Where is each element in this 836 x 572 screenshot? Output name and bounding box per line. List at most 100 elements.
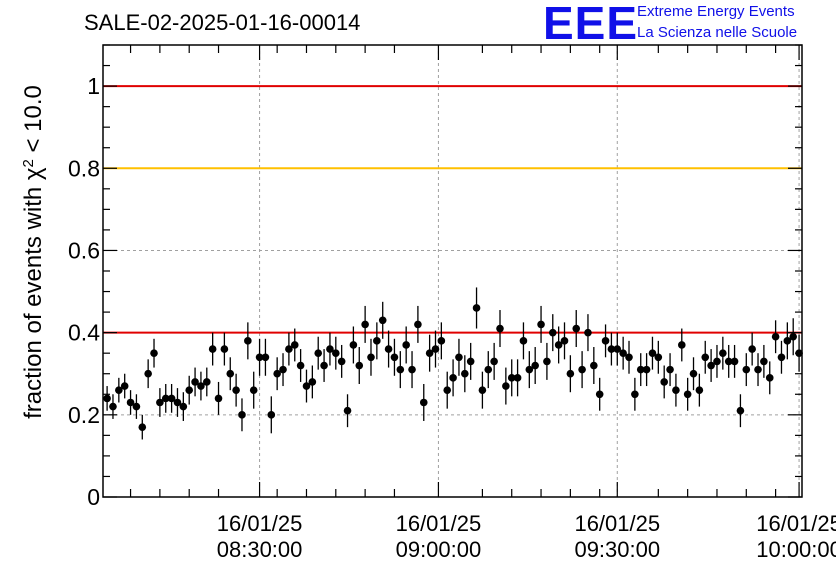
data-point [396, 365, 405, 374]
y-tick-label: 0 [87, 484, 100, 510]
data-point [419, 398, 428, 407]
data-point [760, 357, 768, 366]
data-point [378, 316, 387, 325]
data-point [302, 382, 311, 390]
data-point [120, 382, 129, 390]
data-point [103, 394, 111, 403]
data-point [373, 337, 381, 345]
x-tick-time-label: 08:30:00 [217, 537, 303, 562]
logo-line-2: La Scienza nelle Scuole [637, 24, 798, 41]
data-point [677, 341, 686, 349]
data-point [625, 353, 633, 362]
data-point [783, 337, 792, 345]
data-point [478, 386, 487, 394]
data-point [590, 361, 598, 370]
data-point [249, 386, 258, 394]
data-point [226, 369, 235, 378]
y-axis-label: fraction of events with χ2 < 10.0 [20, 85, 48, 419]
data-point [179, 402, 188, 411]
data-point [220, 345, 229, 353]
data-point [355, 361, 364, 370]
data-point [367, 353, 375, 362]
data-point [414, 320, 422, 329]
data-point [554, 341, 563, 349]
data-point [566, 369, 575, 378]
x-tick-date-label: 16/01/25 [574, 511, 660, 536]
data-point [349, 341, 358, 349]
logo-line-1: Extreme Energy Events [637, 3, 795, 20]
data-point [660, 378, 668, 386]
data-point [290, 341, 299, 349]
data-point [197, 382, 205, 390]
data-point [202, 378, 211, 386]
data-point [185, 386, 194, 394]
data-point [267, 411, 276, 419]
data-point [537, 320, 545, 329]
data-point [619, 349, 627, 357]
data-point [343, 406, 352, 415]
data-point [455, 353, 463, 362]
data-point [461, 369, 469, 378]
data-point [701, 353, 710, 362]
data-point [789, 332, 798, 341]
data-points [103, 287, 803, 440]
data-point [384, 345, 393, 353]
data-point [425, 349, 434, 357]
data-point [173, 398, 182, 407]
data-point [214, 394, 223, 403]
data-point [719, 349, 727, 357]
x-tick-date-label: 16/01/25 [396, 511, 482, 536]
data-point [484, 365, 493, 374]
data-point [437, 337, 446, 345]
data-point [244, 337, 252, 345]
data-point [666, 365, 674, 374]
data-point [572, 324, 581, 333]
data-point [765, 374, 774, 382]
data-point [578, 365, 586, 374]
data-point [560, 337, 569, 345]
data-point [584, 328, 592, 337]
data-point [490, 357, 498, 366]
data-point [255, 353, 264, 362]
grid-lines [103, 45, 802, 497]
x-tick-time-label: 10:00:00 [756, 537, 836, 562]
x-tick-date-label: 16/01/25 [217, 511, 303, 536]
data-point [777, 353, 786, 362]
data-point [332, 349, 340, 357]
data-point [730, 357, 739, 366]
data-point [648, 349, 657, 357]
data-point [683, 390, 692, 399]
data-point [208, 345, 217, 353]
eee-logo-letters: EEE [543, 0, 639, 49]
data-point [601, 337, 610, 345]
data-point [337, 357, 346, 366]
data-point [525, 365, 534, 374]
x-axis-ticks: 16/01/2508:30:0016/01/2509:00:0016/01/25… [129, 45, 836, 562]
data-point [736, 406, 745, 415]
data-point [273, 369, 281, 378]
data-point [126, 398, 135, 407]
x-tick-time-label: 09:00:00 [396, 537, 482, 562]
data-point [689, 369, 698, 378]
y-tick-label: 1 [87, 73, 100, 99]
data-point [161, 394, 170, 403]
data-point [150, 349, 158, 357]
data-point [595, 390, 604, 399]
y-axis-ticks: 0 0.2 0.4 0.6 0.8 1 [68, 44, 802, 510]
x-tick-time-label: 09:30:00 [574, 537, 660, 562]
data-point [654, 353, 663, 362]
data-point [144, 369, 152, 378]
data-point [754, 365, 762, 374]
data-point [613, 345, 622, 353]
data-point [742, 365, 751, 374]
data-point [449, 374, 457, 382]
data-point [408, 365, 416, 374]
data-point [390, 353, 399, 362]
y-tick-label: 0.4 [68, 320, 100, 346]
data-point [285, 345, 293, 353]
data-point [519, 337, 528, 345]
data-point [402, 341, 410, 349]
data-point [531, 361, 539, 370]
data-point [642, 365, 651, 374]
data-point [156, 398, 164, 407]
